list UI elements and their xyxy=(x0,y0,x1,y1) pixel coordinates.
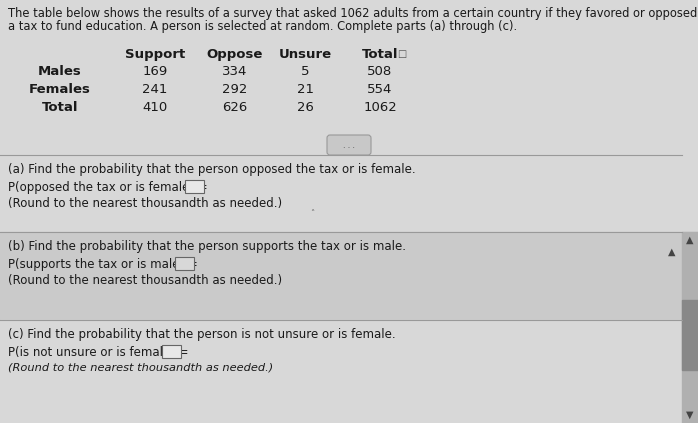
Text: (Round to the nearest thousandth as needed.): (Round to the nearest thousandth as need… xyxy=(8,362,273,372)
Text: 554: 554 xyxy=(367,83,393,96)
Bar xyxy=(0,320,698,423)
Text: 241: 241 xyxy=(142,83,168,96)
Bar xyxy=(0,155,698,232)
Text: (Round to the nearest thousandth as needed.): (Round to the nearest thousandth as need… xyxy=(8,274,282,287)
Text: (c) Find the probability that the person is not unsure or is female.: (c) Find the probability that the person… xyxy=(8,328,396,341)
FancyBboxPatch shape xyxy=(174,258,193,270)
Text: Oppose: Oppose xyxy=(207,48,263,61)
Text: 334: 334 xyxy=(222,65,248,78)
Bar xyxy=(0,232,698,320)
Text: 169: 169 xyxy=(142,65,168,78)
Text: 1062: 1062 xyxy=(363,101,397,114)
Bar xyxy=(0,0,698,155)
Text: (Round to the nearest thousandth as needed.): (Round to the nearest thousandth as need… xyxy=(8,197,282,210)
Bar xyxy=(682,300,698,370)
Text: □: □ xyxy=(397,49,407,59)
Text: The table below shows the results of a survey that asked 1062 adults from a cert: The table below shows the results of a s… xyxy=(8,7,697,20)
Text: a tax to fund education. A person is selected at random. Complete parts (a) thro: a tax to fund education. A person is sel… xyxy=(8,20,517,33)
Text: Unsure: Unsure xyxy=(279,48,332,61)
Text: ▲: ▲ xyxy=(668,247,676,257)
Text: 21: 21 xyxy=(297,83,313,96)
Text: ▼: ▼ xyxy=(686,410,694,420)
Text: Females: Females xyxy=(29,83,91,96)
Text: 26: 26 xyxy=(297,101,313,114)
Text: Support: Support xyxy=(125,48,185,61)
FancyBboxPatch shape xyxy=(161,346,181,359)
Bar xyxy=(682,232,698,423)
Text: (a) Find the probability that the person opposed the tax or is female.: (a) Find the probability that the person… xyxy=(8,163,415,176)
Text: 410: 410 xyxy=(142,101,168,114)
Text: ▲: ▲ xyxy=(686,235,694,245)
Text: . . .: . . . xyxy=(343,142,355,151)
Text: Males: Males xyxy=(38,65,82,78)
Text: ˄: ˄ xyxy=(310,209,314,218)
Text: 292: 292 xyxy=(222,83,248,96)
Text: P(supports the tax or is male) =: P(supports the tax or is male) = xyxy=(8,258,198,271)
Text: Total: Total xyxy=(42,101,78,114)
FancyBboxPatch shape xyxy=(184,181,204,193)
Text: 508: 508 xyxy=(367,65,392,78)
Text: 5: 5 xyxy=(301,65,309,78)
Text: P(is not unsure or is female) =: P(is not unsure or is female) = xyxy=(8,346,188,359)
FancyBboxPatch shape xyxy=(327,135,371,155)
Text: (b) Find the probability that the person supports the tax or is male.: (b) Find the probability that the person… xyxy=(8,240,406,253)
Text: 626: 626 xyxy=(223,101,248,114)
Text: Total: Total xyxy=(362,48,399,61)
Text: P(opposed the tax or is female) =: P(opposed the tax or is female) = xyxy=(8,181,207,194)
